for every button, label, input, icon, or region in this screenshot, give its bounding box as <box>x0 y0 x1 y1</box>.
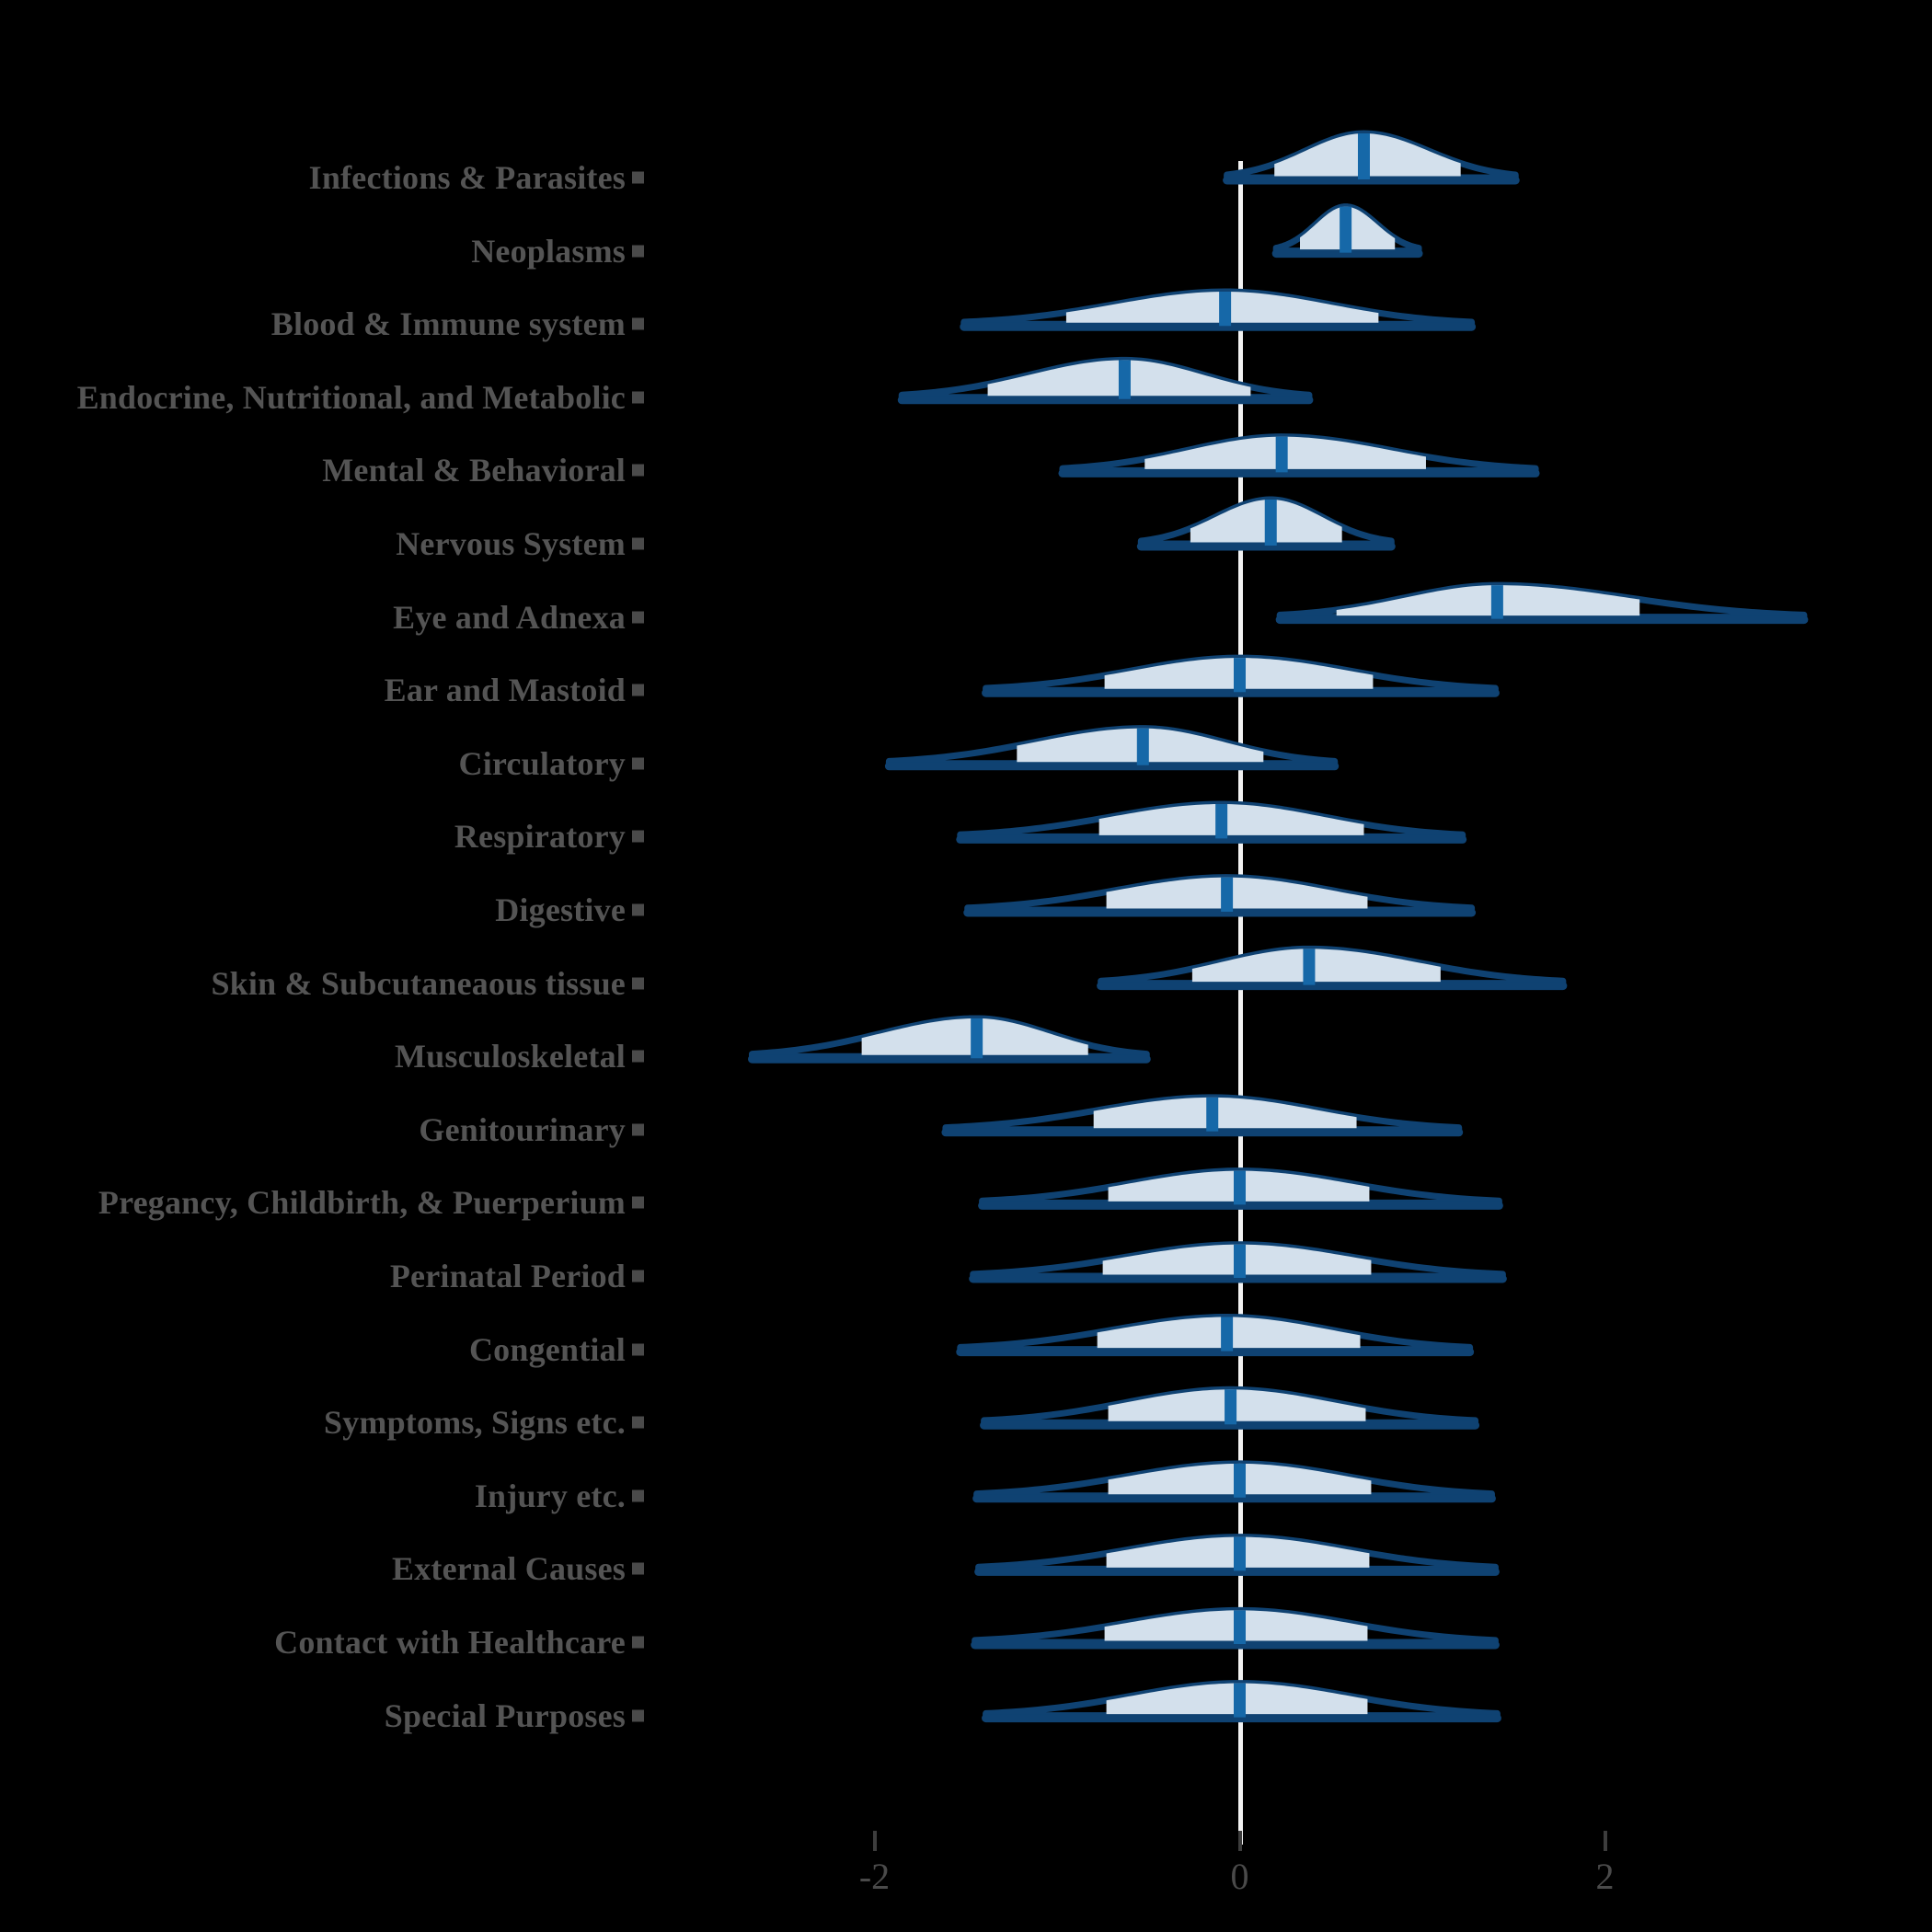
violin-row <box>980 1386 1480 1430</box>
violin-row <box>982 654 1500 697</box>
violin-row <box>972 1460 1496 1503</box>
violin-row <box>969 1241 1507 1283</box>
category-tick-mark <box>632 1270 644 1282</box>
category-label: Ear and Mastoid <box>384 672 626 709</box>
violin-hdi-fill <box>1191 949 1441 983</box>
category-label: Neoplasms <box>471 232 626 270</box>
category-label: Contact with Healthcare <box>274 1624 626 1661</box>
category-label: Symptoms, Signs etc. <box>323 1404 626 1442</box>
x-axis-tick <box>1237 1831 1242 1851</box>
violin-hdi-fill <box>1093 1097 1357 1130</box>
category-tick-mark <box>632 1489 644 1502</box>
violin-row <box>1097 945 1568 991</box>
violin-hdi-fill <box>1098 803 1364 837</box>
category-tick-mark <box>632 757 644 770</box>
category-tick-mark <box>632 611 644 624</box>
violin-row <box>978 1167 1503 1210</box>
violin-row <box>971 1606 1500 1650</box>
violin-row <box>956 1313 1475 1357</box>
category-label: Perinatal Period <box>389 1258 626 1294</box>
zero-reference-line <box>1237 161 1243 1845</box>
category-label: Pregancy, Childbirth, & Puerperium <box>98 1184 626 1222</box>
category-label: Injury etc. <box>474 1477 626 1514</box>
category-label: Mental & Behavioral <box>322 452 626 489</box>
category-label: Circulatory <box>458 744 626 782</box>
category-tick-mark <box>632 1343 644 1356</box>
category-tick-mark <box>632 1050 644 1063</box>
category-axis-labels: Infections & Parasites Neoplasms Blood & I… <box>0 0 655 1932</box>
category-label: Musculoskeletal <box>395 1038 626 1075</box>
category-tick-mark <box>632 1416 644 1429</box>
category-tick-mark <box>632 245 644 258</box>
violin-row <box>884 725 1340 771</box>
category-label: Digestive <box>495 891 626 928</box>
category-tick-mark <box>632 1196 644 1209</box>
x-axis-tick-label: 0 <box>1230 1856 1249 1897</box>
category-label: Skin & Subcutaneaous tissue <box>211 964 626 1002</box>
category-label: Eye and Adnexa <box>393 598 626 636</box>
violin-row <box>1223 130 1520 185</box>
violin-row <box>897 356 1314 405</box>
category-tick-mark <box>632 391 644 404</box>
category-label: Congential <box>468 1330 626 1368</box>
violin-row <box>941 1094 1464 1137</box>
category-label: Infections & Parasites <box>308 159 626 196</box>
category-label: Nervous System <box>396 525 626 562</box>
category-label: Respiratory <box>454 818 626 856</box>
category-tick-mark <box>632 317 644 330</box>
category-tick-mark <box>632 684 644 696</box>
x-axis-tick-label: 2 <box>1595 1856 1615 1897</box>
category-tick-mark <box>632 537 644 550</box>
x-axis-tick <box>872 1831 877 1851</box>
category-tick-mark <box>632 464 644 477</box>
violin-hdi-fill <box>1106 877 1368 910</box>
violin-row <box>748 1015 1151 1064</box>
violin-row <box>982 1680 1501 1723</box>
x-axis: -2 0 2 <box>0 1831 1932 1932</box>
violin-row <box>1271 203 1423 259</box>
violin-row <box>1136 496 1396 551</box>
category-label: Genitourinary <box>419 1110 626 1148</box>
category-tick-mark <box>632 903 644 916</box>
category-label: External Causes <box>392 1550 626 1588</box>
category-tick-mark <box>632 830 644 843</box>
category-tick-mark <box>632 1562 644 1575</box>
violin-row <box>1275 581 1809 625</box>
violin-row <box>974 1534 1500 1576</box>
violin-row <box>963 874 1477 917</box>
category-label: Special Purposes <box>384 1696 626 1734</box>
category-tick-mark <box>632 1636 644 1649</box>
category-tick-mark <box>632 1123 644 1136</box>
violin-hdi-fill <box>1336 585 1640 617</box>
violin-row <box>960 288 1477 331</box>
x-axis-tick-label: -2 <box>858 1856 891 1897</box>
violin-row <box>956 800 1467 844</box>
x-axis-tick <box>1603 1831 1607 1851</box>
category-tick-mark <box>632 171 644 184</box>
category-tick-mark <box>632 1709 644 1722</box>
violin-hdi-fill <box>1108 1389 1366 1423</box>
category-tick-mark <box>632 977 644 990</box>
violin-row <box>1058 433 1540 477</box>
category-label: Endocrine, Nutritional, and Metabolic <box>76 378 626 416</box>
category-label: Blood & Immune system <box>270 305 626 343</box>
